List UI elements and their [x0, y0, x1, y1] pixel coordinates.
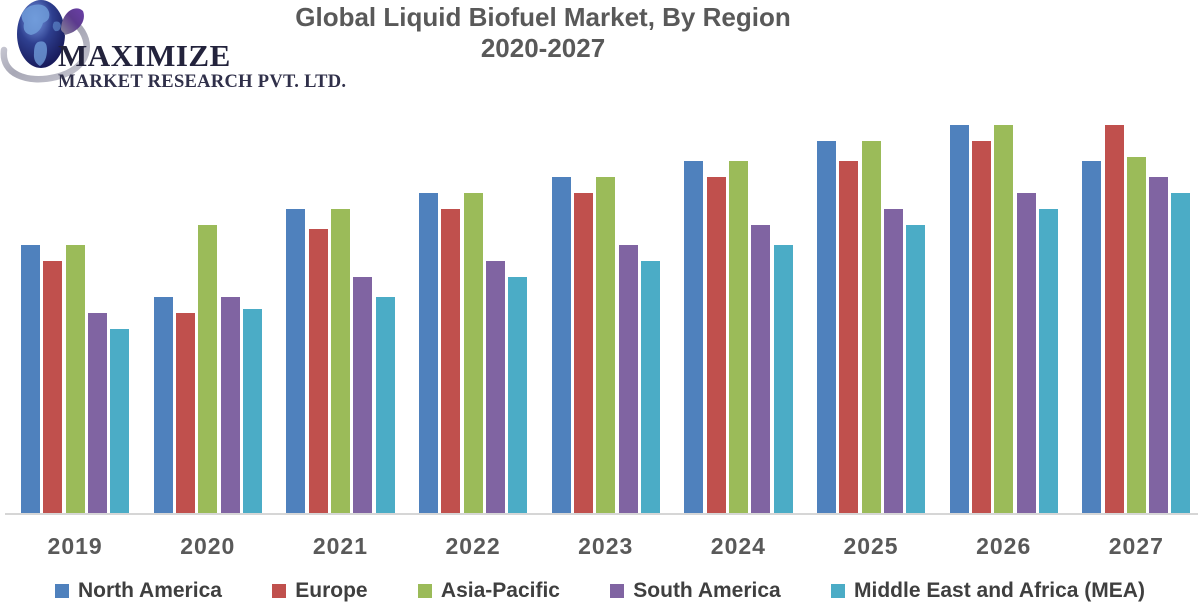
- bar-europe-2020: [175, 313, 195, 513]
- bar-north-america-2027: [1082, 161, 1102, 513]
- bar-south-america-2023: [618, 245, 638, 513]
- maximize-market-research-logo: MAXIMIZE MARKET RESEARCH PVT. LTD.: [0, 0, 346, 112]
- x-tick-label-2024: 2024: [710, 533, 766, 559]
- chart-title-line2: 2020-2027: [480, 33, 606, 63]
- x-tick-label-2021: 2021: [312, 533, 369, 559]
- bar-middle-east-and-africa-mea-2020: [242, 309, 262, 513]
- chart-title: Global Liquid Biofuel Market, By Region …: [243, 2, 843, 63]
- legend-swatch-icon: [272, 584, 287, 598]
- legend-label: South America: [633, 579, 781, 602]
- bar-asia-pacific-2019: [65, 245, 85, 513]
- bar-middle-east-and-africa-mea-2025: [906, 225, 926, 513]
- x-tick-label-2022: 2022: [445, 533, 501, 559]
- bar-europe-2021: [308, 229, 328, 513]
- legend-label: Asia-Pacific: [440, 579, 560, 602]
- x-tick-label-2026: 2026: [976, 533, 1032, 559]
- legend-item-north-america: North America: [55, 578, 222, 604]
- bar-middle-east-and-africa-mea-2019: [110, 329, 130, 513]
- bar-south-america-2019: [87, 313, 107, 513]
- bar-asia-pacific-2020: [198, 225, 218, 513]
- bar-asia-pacific-2024: [728, 161, 748, 513]
- bar-north-america-2025: [816, 141, 836, 513]
- legend-swatch-icon: [610, 584, 625, 598]
- bar-asia-pacific-2023: [596, 177, 616, 513]
- bar-asia-pacific-2021: [330, 209, 350, 513]
- legend-item-middle-east-and-africa-mea: Middle East and Africa (MEA): [831, 578, 1145, 604]
- bar-north-america-2023: [551, 177, 571, 513]
- legend-swatch-icon: [417, 584, 432, 598]
- bar-south-america-2024: [751, 225, 771, 513]
- x-axis-line: [5, 513, 1198, 515]
- logo-subtitle: MARKET RESEARCH PVT. LTD.: [58, 72, 347, 92]
- bar-europe-2024: [706, 177, 726, 513]
- x-tick-label-2020: 2020: [180, 533, 236, 559]
- legend-item-south-america: South America: [610, 578, 781, 604]
- x-tick-label-2019: 2019: [47, 533, 103, 559]
- bar-north-america-2024: [684, 161, 704, 513]
- x-tick-label-2023: 2023: [578, 533, 634, 559]
- bar-asia-pacific-2027: [1126, 157, 1146, 513]
- x-tick-label-2025: 2025: [843, 533, 899, 559]
- bar-europe-2022: [441, 209, 461, 513]
- bar-north-america-2022: [418, 193, 438, 513]
- chart-title-line1: Global Liquid Biofuel Market, By Region: [295, 2, 791, 32]
- bar-south-america-2021: [353, 277, 373, 513]
- globe-swoosh-icon: [0, 0, 90, 83]
- bar-north-america-2020: [153, 297, 173, 513]
- bar-asia-pacific-2025: [861, 141, 881, 513]
- bar-south-america-2026: [1016, 193, 1036, 513]
- logo-title: MAXIMIZE: [58, 38, 231, 73]
- bar-middle-east-and-africa-mea-2021: [375, 297, 395, 513]
- bar-middle-east-and-africa-mea-2027: [1171, 193, 1191, 513]
- bar-north-america-2019: [21, 245, 40, 513]
- x-tick-label-2027: 2027: [1108, 533, 1164, 559]
- legend-label: North America: [78, 579, 222, 602]
- legend-swatch-icon: [831, 584, 846, 598]
- bar-asia-pacific-2022: [463, 193, 483, 513]
- legend-swatch-icon: [55, 584, 69, 598]
- bar-middle-east-and-africa-mea-2026: [1038, 209, 1058, 513]
- bar-middle-east-and-africa-mea-2024: [773, 245, 793, 513]
- legend-item-asia-pacific: Asia-Pacific: [417, 578, 560, 604]
- plot-area: [21, 125, 1191, 513]
- bar-south-america-2022: [485, 261, 505, 513]
- bar-europe-2023: [573, 193, 593, 513]
- legend-item-europe: Europe: [272, 578, 368, 604]
- bar-north-america-2021: [286, 209, 306, 513]
- bar-europe-2019: [43, 261, 63, 513]
- bar-europe-2027: [1104, 125, 1124, 513]
- legend: North America Europe Asia-Pacific South Ame…: [55, 578, 1145, 604]
- bar-south-america-2027: [1149, 177, 1169, 513]
- legend-label: Europe: [295, 579, 368, 602]
- bar-europe-2025: [839, 161, 859, 513]
- legend-label: Middle East and Africa (MEA): [854, 579, 1145, 602]
- bar-middle-east-and-africa-mea-2022: [508, 277, 528, 513]
- bar-south-america-2020: [220, 297, 240, 513]
- bar-asia-pacific-2026: [994, 125, 1014, 513]
- bar-south-america-2025: [883, 209, 903, 513]
- bar-middle-east-and-africa-mea-2023: [640, 261, 660, 513]
- bar-europe-2026: [971, 141, 991, 513]
- bar-north-america-2026: [949, 125, 969, 513]
